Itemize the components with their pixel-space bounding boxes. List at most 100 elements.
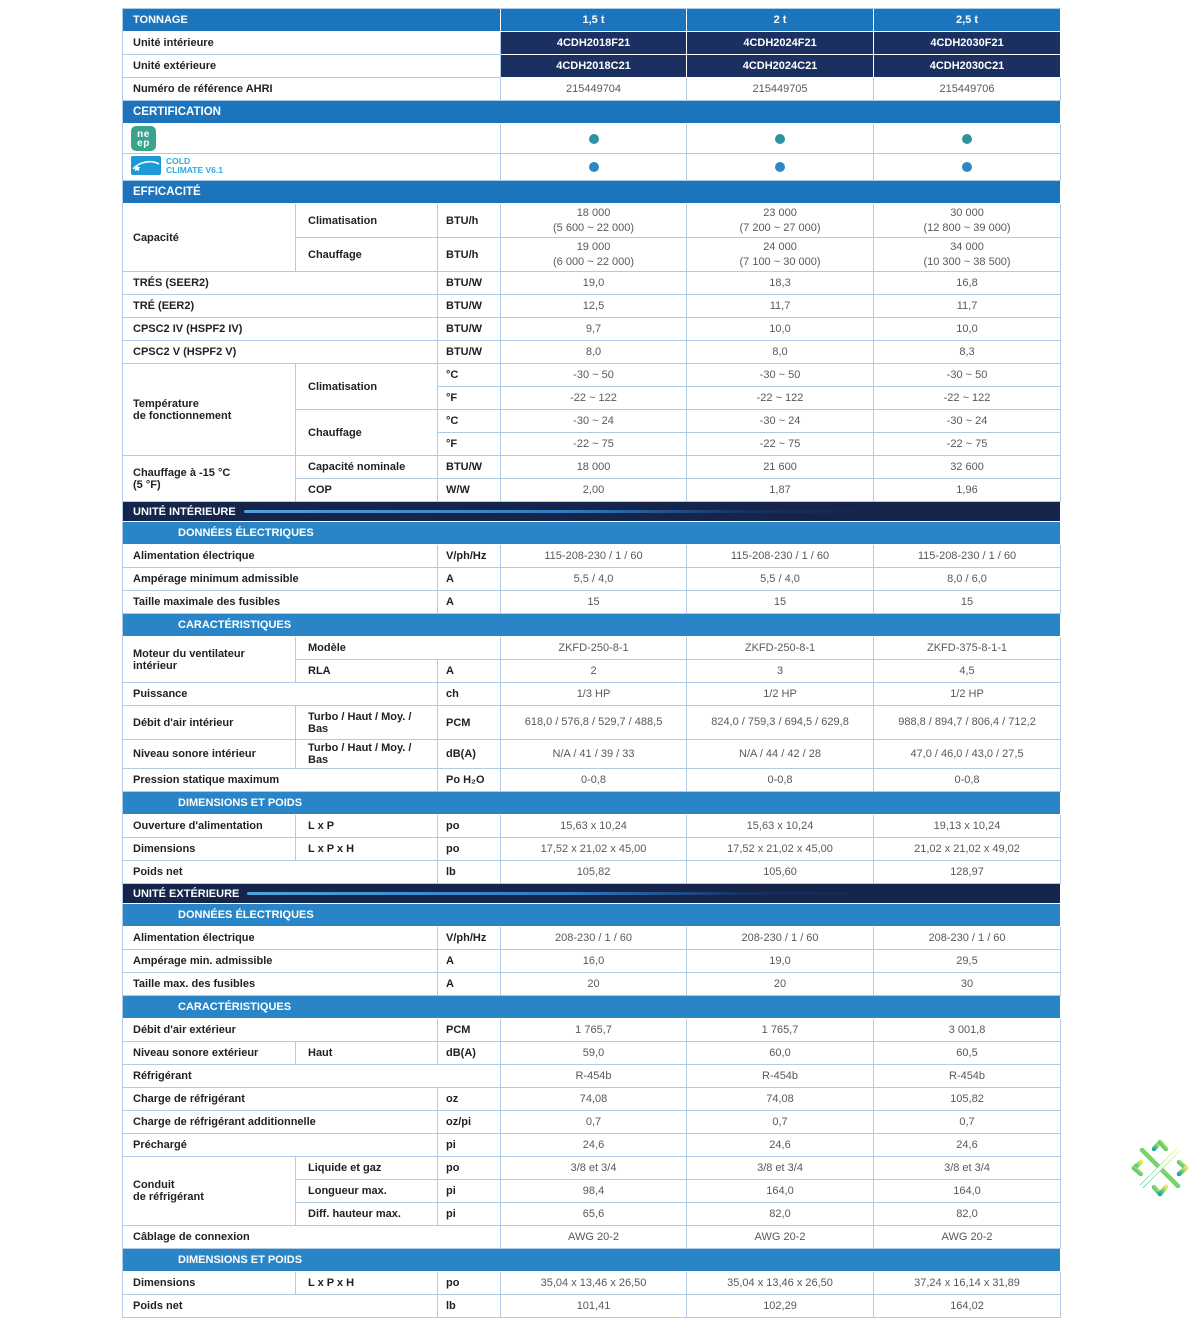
model-cell: 4CDH2018F21: [501, 32, 688, 55]
certification-dot: [962, 162, 973, 173]
poids-int-row: Poids net lb 105,82 105,60 128,97: [123, 861, 1062, 884]
val-cell: 35,04 x 13,46 x 26,50: [687, 1272, 875, 1295]
val-cell: 10,0: [687, 318, 875, 341]
bar-unite-interieure: UNITÉ INTÉRIEURE: [123, 502, 1062, 522]
sub-cell: Liquide et gaz: [296, 1157, 438, 1180]
val-cell: 29,5: [874, 950, 1062, 973]
val-cell: 74,08: [687, 1088, 875, 1111]
unit-cell: BTU/h: [438, 238, 502, 272]
val-cell: 0-0,8: [687, 769, 875, 792]
val-cell: 15,63 x 10,24: [501, 815, 688, 838]
unit-cell: dB(A): [438, 1042, 502, 1065]
val-cell: 105,82: [501, 861, 688, 884]
cold-climate-label: COLD CLIMATE V6.1: [166, 156, 223, 175]
label-cell: Température de fonctionnement: [123, 364, 296, 456]
subsection-cell: DIMENSIONS ET POIDS: [123, 1249, 1062, 1272]
label-cell: Dimensions: [123, 1272, 296, 1295]
val-cell: 10,0: [874, 318, 1062, 341]
unit-cell: pi: [438, 1134, 502, 1157]
unit-cell: °F: [438, 387, 502, 410]
sub-caracteristiques-int: CARACTÉRISTIQUES: [123, 614, 1062, 637]
unit-cell: °C: [438, 364, 502, 387]
val-cell: 4,5: [874, 660, 1062, 683]
unit-cell: BTU/W: [438, 272, 502, 295]
val-cell: 19,0: [501, 272, 688, 295]
val-cell: 3/8 et 3/4: [501, 1157, 688, 1180]
val-cell: 60,5: [874, 1042, 1062, 1065]
label-cell: CPSC2 V (HSPF2 V): [123, 341, 438, 364]
val-cell: 34 000 (10 300 ~ 38 500): [874, 238, 1062, 272]
label-cell: Alimentation électrique: [123, 927, 438, 950]
val-cell: -22 ~ 122: [687, 387, 875, 410]
unit-cell: BTU/W: [438, 456, 502, 479]
label-cell: Taille max. des fusibles: [123, 973, 438, 996]
sub-cell: L x P: [296, 815, 438, 838]
sub-cell: Climatisation: [296, 364, 438, 410]
unit-cell: lb: [438, 1295, 502, 1318]
val-cell: 3/8 et 3/4: [687, 1157, 875, 1180]
val-cell: 105,60: [687, 861, 875, 884]
val-cell: 11,7: [874, 295, 1062, 318]
label-cell: Numéro de référence AHRI: [123, 78, 502, 101]
amperage-ext-row: Ampérage min. admissible A 16,0 19,0 29,5: [123, 950, 1062, 973]
unit-cell: lb: [438, 861, 502, 884]
model-cell: 4CDH2024F21: [687, 32, 875, 55]
bar-unite-exterieure: UNITÉ EXTÉRIEURE: [123, 884, 1062, 904]
debit-air-ext-row: Débit d'air extérieur PCM 1 765,7 1 765,7 3 …: [123, 1019, 1062, 1042]
val-cell: 24 000 (7 100 ~ 30 000): [687, 238, 875, 272]
val-cell: 215449704: [501, 78, 688, 101]
sub-cell: RLA: [296, 660, 438, 683]
val-cell: -30 ~ 50: [501, 364, 688, 387]
val-cell: 15,63 x 10,24: [687, 815, 875, 838]
unit-cell: pi: [438, 1203, 502, 1226]
unit-cell: po: [438, 1272, 502, 1295]
subsection-cell: DIMENSIONS ET POIDS: [123, 792, 1062, 815]
dot-cell: [874, 154, 1062, 181]
energy-star-icon: [131, 156, 161, 175]
cold-climate-logo: COLD CLIMATE V6.1: [131, 156, 223, 175]
label-cell: CPSC2 IV (HSPF2 IV): [123, 318, 438, 341]
label-cell: Ouverture d'alimentation: [123, 815, 296, 838]
label-cell: Poids net: [123, 1295, 438, 1318]
unit-cell: po: [438, 1157, 502, 1180]
label-cell: Capacité: [123, 204, 296, 272]
column-header-1-5t: 1,5 t: [501, 9, 688, 32]
refrigerant-row: Réfrigérant R-454b R-454b R-454b: [123, 1065, 1062, 1088]
hspf2-v-row: CPSC2 V (HSPF2 V) BTU/W 8,0 8,0 8,3: [123, 341, 1062, 364]
neep-logo-text: ne: [137, 128, 150, 140]
label-cell: Alimentation électrique: [123, 545, 438, 568]
sub-cell: Climatisation: [296, 204, 438, 238]
sub-cell: L x P x H: [296, 1272, 438, 1295]
label-cell: Conduit de réfrigérant: [123, 1157, 296, 1226]
label-cell: Niveau sonore intérieur: [123, 740, 296, 769]
sub-cell: Chauffage: [296, 238, 438, 272]
val-cell: AWG 20-2: [874, 1226, 1062, 1249]
subsection-cell: CARACTÉRISTIQUES: [123, 614, 1062, 637]
chauffage-15-capacite-row: Chauffage à -15 °C (5 °F) Capacité nomina…: [123, 456, 1062, 502]
sub-caracteristiques-ext: CARACTÉRISTIQUES: [123, 996, 1062, 1019]
val-cell: 2: [501, 660, 688, 683]
val-cell: 8,3: [874, 341, 1062, 364]
val-cell: R-454b: [687, 1065, 875, 1088]
unit-cell: V/ph/Hz: [438, 927, 502, 950]
val-cell: 17,52 x 21,02 x 45,00: [687, 838, 875, 861]
label-cell: Puissance: [123, 683, 438, 706]
model-cell: 4CDH2030C21: [874, 55, 1062, 78]
val-cell: 0,7: [874, 1111, 1062, 1134]
pression-statique-row: Pression statique maximum Po H₂O 0-0,8 0-0,…: [123, 769, 1062, 792]
val-cell: -30 ~ 24: [874, 410, 1062, 433]
indoor-model-row: Unité intérieure 4CDH2018F21 4CDH2024F21 4C…: [123, 32, 1062, 55]
darkbar-cell: UNITÉ EXTÉRIEURE: [123, 884, 1062, 904]
label-cell: Réfrigérant: [123, 1065, 502, 1088]
tonnage-header: TONNAGE: [123, 9, 502, 32]
label-cell: Ampérage minimum admissible: [123, 568, 438, 591]
val-cell: -30 ~ 24: [687, 410, 875, 433]
subsection-cell: DONNÉES ÉLECTRIQUES: [123, 904, 1062, 927]
unit-cell: A: [438, 591, 502, 614]
unit-cell: BTU/h: [438, 204, 502, 238]
brand-snowflake-logo: [1131, 1139, 1189, 1197]
sub-cell: Diff. hauteur max.: [296, 1203, 438, 1226]
val-cell: -22 ~ 75: [501, 433, 688, 456]
neep-row: ne ep: [123, 124, 1062, 154]
sub-cell: Turbo / Haut / Moy. / Bas: [296, 706, 438, 740]
